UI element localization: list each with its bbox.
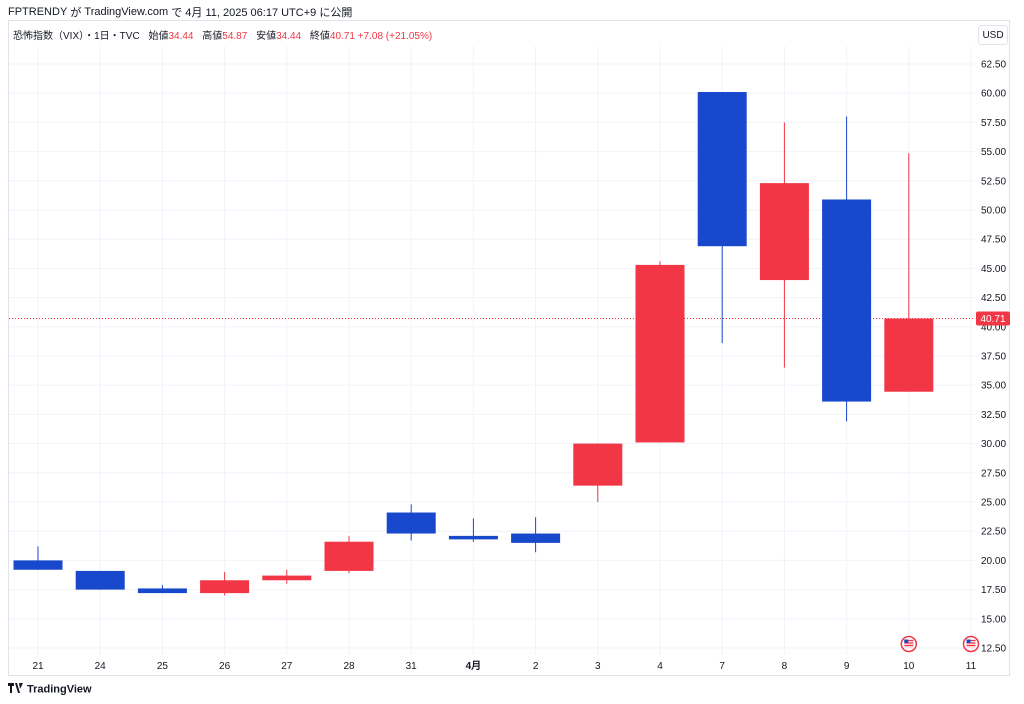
interval-exchange: ・1日・TVC <box>84 31 140 42</box>
publish-ga: が <box>70 7 82 19</box>
candle-body <box>75 570 125 590</box>
publish-info: FPTRENDY が TradingView.com で 4月 11, 2025… <box>8 4 352 20</box>
y-tick-label: 25.00 <box>981 498 1006 509</box>
y-tick-label: 12.50 <box>981 644 1006 655</box>
y-tick-label: 40.00 <box>981 322 1006 333</box>
y-tick-label: 52.50 <box>981 176 1006 187</box>
x-tick-label: 25 <box>157 661 169 672</box>
open-value: 34.44 <box>168 31 194 42</box>
x-tick-label: 28 <box>343 661 355 672</box>
candle-body <box>511 533 561 543</box>
footer-brand[interactable]: TradingView <box>8 683 92 696</box>
publish-de: で <box>171 7 183 19</box>
x-tick-label: 27 <box>281 661 293 672</box>
x-tick-label: 4 <box>657 661 663 672</box>
author-name[interactable]: FPTRENDY <box>8 6 68 18</box>
last-price-label: 40.71 <box>980 314 1005 325</box>
candle-body <box>137 588 187 594</box>
x-tick-label: 21 <box>32 661 44 672</box>
tradingview-logo-icon <box>8 683 24 696</box>
low-value: 34.44 <box>276 31 302 42</box>
high-label: 高値 <box>202 31 223 42</box>
y-tick-label: 27.50 <box>981 468 1006 479</box>
candle-body <box>759 183 809 281</box>
candle-body <box>635 264 685 443</box>
candle-body <box>324 541 374 571</box>
x-tick-label: 2 <box>533 661 539 672</box>
x-tick-label: 4月 <box>466 660 482 672</box>
chart-frame <box>8 20 1010 676</box>
x-tick-label: 7 <box>719 661 725 672</box>
publish-datetime: 4月 11, 2025 06:17 UTC+9 <box>185 7 317 19</box>
change-value: +7.08 (+21.05%) <box>357 31 433 42</box>
x-tick-label: 24 <box>95 661 107 672</box>
y-tick-label: 37.50 <box>981 352 1006 363</box>
y-tick-label: 62.50 <box>981 60 1006 71</box>
site-name[interactable]: TradingView.com <box>84 6 169 18</box>
candle-body <box>884 318 934 392</box>
close-label: 終値 <box>309 31 330 42</box>
candle-body <box>573 443 623 486</box>
flag-field <box>904 639 914 649</box>
candle-body <box>13 560 63 570</box>
y-tick-label: 55.00 <box>981 147 1006 158</box>
flag-field <box>966 639 976 649</box>
x-tick-label: 11 <box>966 661 977 672</box>
x-tick-label: 3 <box>595 661 601 672</box>
y-tick-label: 22.50 <box>981 527 1006 538</box>
flag-canton <box>904 639 909 643</box>
publish-suffix: に公開 <box>319 7 353 19</box>
candle-body <box>822 199 872 402</box>
candle-body <box>386 512 436 534</box>
y-tick-label: 30.00 <box>981 439 1006 450</box>
x-tick-label: 10 <box>903 661 915 672</box>
x-tick-label: 8 <box>782 661 788 672</box>
candle-body <box>262 575 312 581</box>
y-tick-label: 15.00 <box>981 614 1006 625</box>
x-tick-label: 9 <box>844 661 850 672</box>
footer-brand-text: TradingView <box>27 683 92 696</box>
y-tick-label: 35.00 <box>981 381 1006 392</box>
y-tick-label: 47.50 <box>981 235 1006 246</box>
candle-body <box>448 535 498 540</box>
open-label: 始値 <box>148 31 169 42</box>
last-price-badge <box>976 311 1010 326</box>
y-tick-label: 57.50 <box>981 118 1006 129</box>
candle-body <box>697 92 747 247</box>
x-tick-label: 26 <box>219 661 231 672</box>
y-tick-label: 50.00 <box>981 206 1006 217</box>
low-label: 安値 <box>256 31 277 42</box>
high-value: 54.87 <box>222 31 248 42</box>
close-value: 40.71 <box>329 31 355 42</box>
x-tick-label: 31 <box>406 661 418 672</box>
flag-canton <box>966 639 971 643</box>
candle-body <box>200 580 250 594</box>
y-tick-label: 32.50 <box>981 410 1006 421</box>
y-tick-label: 60.00 <box>981 89 1006 100</box>
ohlc-legend: 恐怖指数（VIX）・1日・TVC 始値34.44 高値54.87 安値34.44… <box>13 27 432 42</box>
currency-button[interactable]: USD <box>978 25 1008 45</box>
symbol-name[interactable]: 恐怖指数（VIX） <box>13 31 85 42</box>
y-tick-label: 42.50 <box>981 293 1006 304</box>
y-tick-label: 20.00 <box>981 556 1006 567</box>
y-tick-label: 17.50 <box>981 585 1006 596</box>
y-tick-label: 45.00 <box>981 264 1006 275</box>
